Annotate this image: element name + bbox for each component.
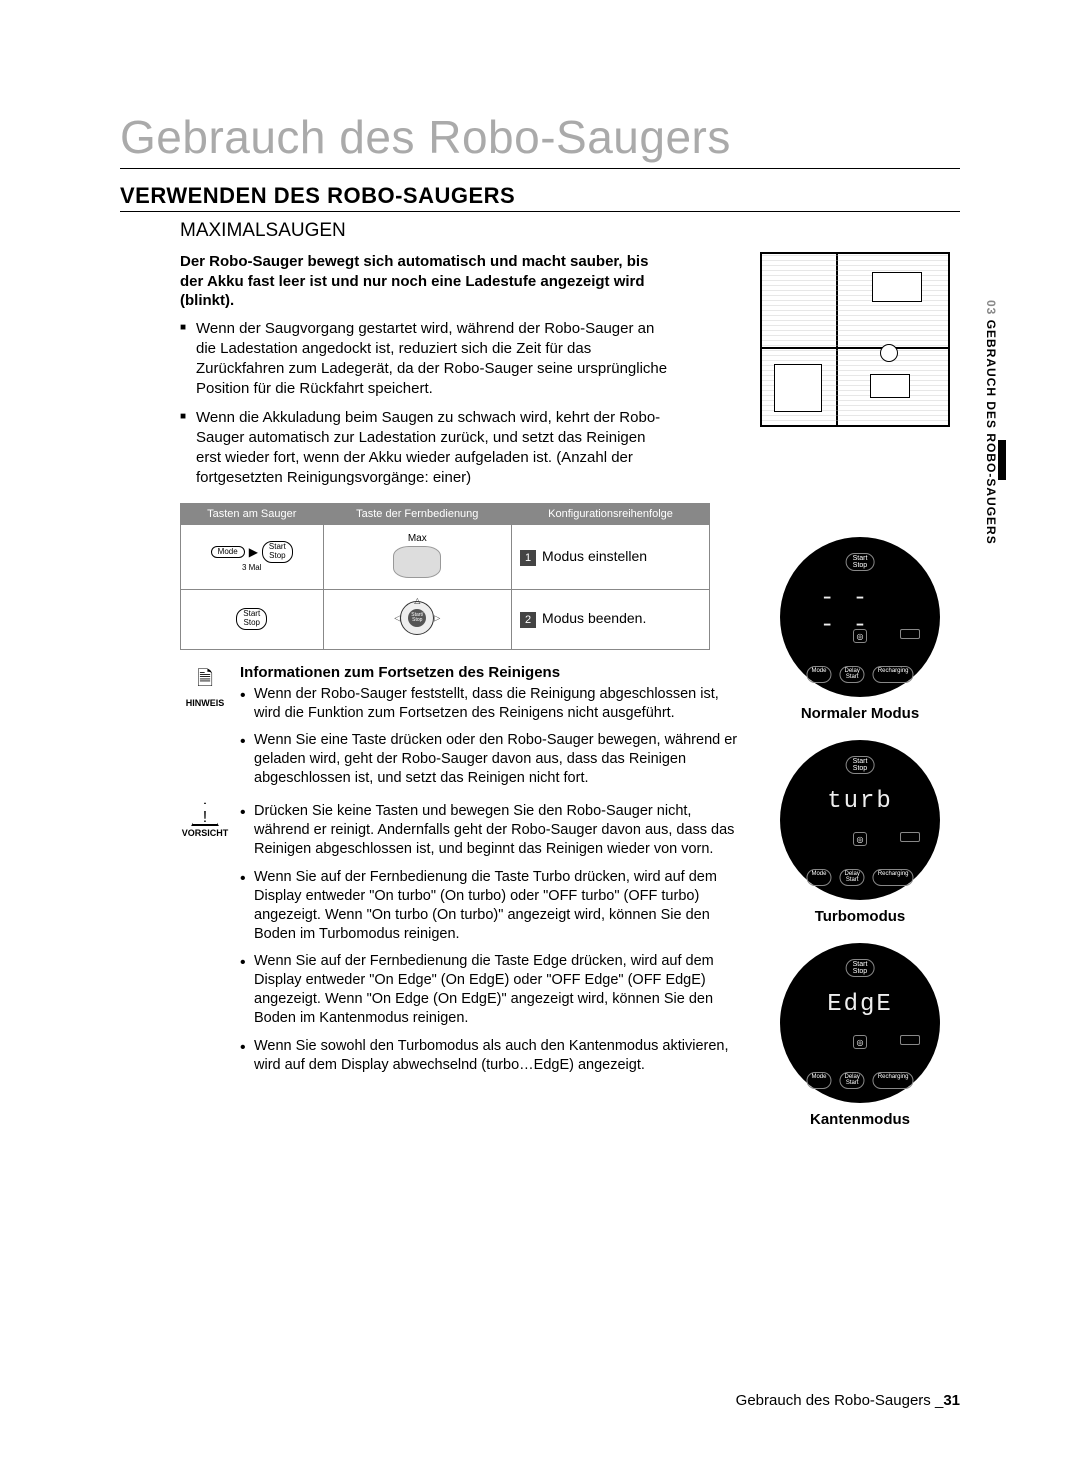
subsection-title: MAXIMALSAUGEN — [180, 220, 960, 242]
hinweis-label: HINWEIS — [186, 698, 225, 708]
cell-remote-1: Max — [323, 524, 512, 589]
th-remote: Taste der Fernbedienung — [323, 503, 512, 524]
hinweis-list: Wenn der Robo-Sauger feststellt, dass di… — [240, 685, 740, 789]
list-item: Wenn die Akkuladung beim Saugen zu schwa… — [180, 408, 670, 489]
startstop-button-icon: Start Stop — [262, 541, 293, 563]
display-normal: Start Stop - - - - ◎ ModeDelay StartRech… — [780, 537, 940, 697]
floorplan-diagram — [760, 252, 950, 427]
display-turbo: Start Stop turb ◎ ModeDelay StartRecharg… — [780, 740, 940, 900]
cell-seq-1: 1 Modus einstellen — [512, 524, 710, 589]
list-item: Wenn der Saugvorgang gestartet wird, wäh… — [180, 319, 670, 400]
vorsicht-icon: ! VORSICHT — [180, 802, 230, 1083]
thumb-index-mark — [998, 440, 1006, 480]
step-text: Modus einstellen — [542, 548, 647, 564]
list-item: Wenn Sie sowohl den Turbomodus als auch … — [240, 1037, 740, 1075]
list-item: Drücken Sie keine Tasten und bewegen Sie… — [240, 802, 740, 859]
mode-label-turbo: Turbomodus — [760, 908, 960, 925]
step-text: Modus beenden. — [542, 610, 646, 626]
remote-dpad-icon: Start/ Stop △◁▷ — [392, 598, 442, 638]
cell-seq-2: 2 Modus beenden. — [512, 589, 710, 649]
section-title: VERWENDEN DES ROBO-SAUGERS — [120, 183, 960, 212]
footer: Gebrauch des Robo-Saugers _31 — [736, 1392, 960, 1409]
vorsicht-label: VORSICHT — [180, 828, 230, 838]
mode-label-normal: Normaler Modus — [760, 705, 960, 722]
startstop-button-icon: Start Stop — [236, 608, 267, 630]
hinweis-icon: 🗎 HINWEIS — [180, 664, 230, 797]
step-number: 1 — [520, 550, 536, 566]
display-edge: Start Stop EdgE ◎ ModeDelay StartRecharg… — [780, 943, 940, 1103]
play-icon: ▶ — [249, 545, 258, 559]
list-item: Wenn Sie auf der Fernbedienung die Taste… — [240, 952, 740, 1029]
main-bullet-list: Wenn der Saugvorgang gestartet wird, wäh… — [180, 319, 740, 489]
step-number: 2 — [520, 612, 536, 628]
list-item: Wenn Sie auf der Fernbedienung die Taste… — [240, 868, 740, 945]
cell-remote-2: Start/ Stop △◁▷ — [323, 589, 512, 649]
hinweis-heading: Informationen zum Fortsetzen des Reinige… — [240, 664, 740, 681]
list-item: Wenn der Robo-Sauger feststellt, dass di… — [240, 685, 740, 723]
cell-device-2: Start Stop — [181, 589, 324, 649]
max-label: Max — [330, 533, 506, 544]
mode-button-icon: Mode — [211, 546, 245, 559]
remote-max-button-icon — [393, 546, 441, 578]
th-device: Tasten am Sauger — [181, 503, 324, 524]
side-tab: 03 GEBRAUCH DES ROBO-SAUGERS — [984, 300, 998, 545]
intro-bold: Der Robo-Sauger bewegt sich automatisch … — [180, 252, 660, 311]
th-sequence: Konfigurationsreihenfolge — [512, 503, 710, 524]
config-table: Tasten am Sauger Taste der Fernbedienung… — [180, 503, 710, 650]
count-label: 3 Mal — [187, 563, 317, 572]
chapter-title: Gebrauch des Robo-Saugers — [120, 110, 960, 169]
mode-label-edge: Kantenmodus — [760, 1111, 960, 1128]
cell-device-1: Mode ▶ Start Stop 3 Mal — [181, 524, 324, 589]
list-item: Wenn Sie eine Taste drücken oder den Rob… — [240, 731, 740, 788]
vorsicht-list: Drücken Sie keine Tasten und bewegen Sie… — [240, 802, 740, 1075]
